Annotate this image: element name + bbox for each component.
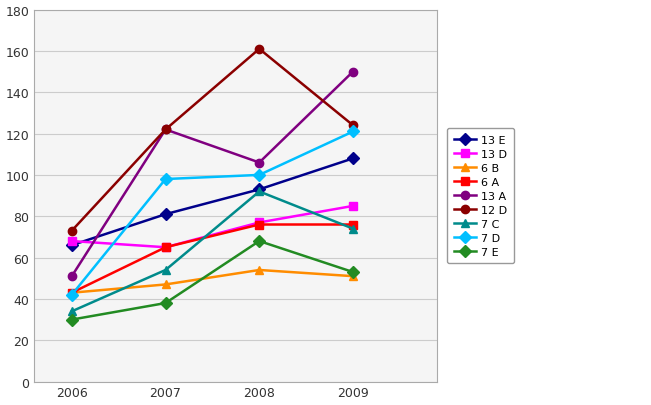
Line: 7 D: 7 D bbox=[68, 128, 357, 299]
6 A bbox=[349, 222, 357, 227]
7 D bbox=[161, 177, 169, 182]
7 C bbox=[349, 227, 357, 232]
13 A bbox=[255, 161, 263, 166]
Line: 6 A: 6 A bbox=[68, 221, 357, 297]
12 D bbox=[68, 229, 76, 234]
6 B bbox=[68, 290, 76, 295]
13 E bbox=[68, 243, 76, 248]
6 B bbox=[161, 282, 169, 287]
6 A bbox=[68, 290, 76, 295]
6 B bbox=[349, 274, 357, 279]
13 A bbox=[161, 128, 169, 132]
Line: 7 C: 7 C bbox=[68, 188, 357, 316]
13 D bbox=[255, 220, 263, 225]
7 D bbox=[255, 173, 263, 178]
6 B bbox=[255, 268, 263, 273]
Legend: 13 E, 13 D, 6 B, 6 A, 13 A, 12 D, 7 C, 7 D, 7 E: 13 E, 13 D, 6 B, 6 A, 13 A, 12 D, 7 C, 7… bbox=[447, 128, 514, 264]
Line: 13 A: 13 A bbox=[68, 68, 357, 281]
13 E bbox=[349, 157, 357, 162]
Line: 6 B: 6 B bbox=[68, 266, 357, 297]
7 E bbox=[161, 301, 169, 306]
13 D bbox=[161, 245, 169, 250]
13 D bbox=[68, 239, 76, 244]
13 A bbox=[349, 70, 357, 75]
Line: 7 E: 7 E bbox=[68, 237, 357, 324]
Line: 13 D: 13 D bbox=[68, 202, 357, 252]
13 D bbox=[349, 204, 357, 209]
12 D bbox=[161, 128, 169, 132]
Line: 12 D: 12 D bbox=[68, 45, 357, 235]
7 E bbox=[68, 318, 76, 322]
7 C bbox=[68, 309, 76, 314]
13 A bbox=[68, 274, 76, 279]
13 E bbox=[161, 212, 169, 217]
7 D bbox=[349, 130, 357, 134]
12 D bbox=[349, 124, 357, 128]
7 E bbox=[349, 270, 357, 275]
6 A bbox=[161, 245, 169, 250]
7 D bbox=[68, 293, 76, 298]
7 C bbox=[255, 190, 263, 194]
13 E bbox=[255, 188, 263, 192]
7 C bbox=[161, 268, 169, 273]
Line: 13 E: 13 E bbox=[68, 155, 357, 250]
12 D bbox=[255, 47, 263, 52]
6 A bbox=[255, 222, 263, 227]
7 E bbox=[255, 239, 263, 244]
